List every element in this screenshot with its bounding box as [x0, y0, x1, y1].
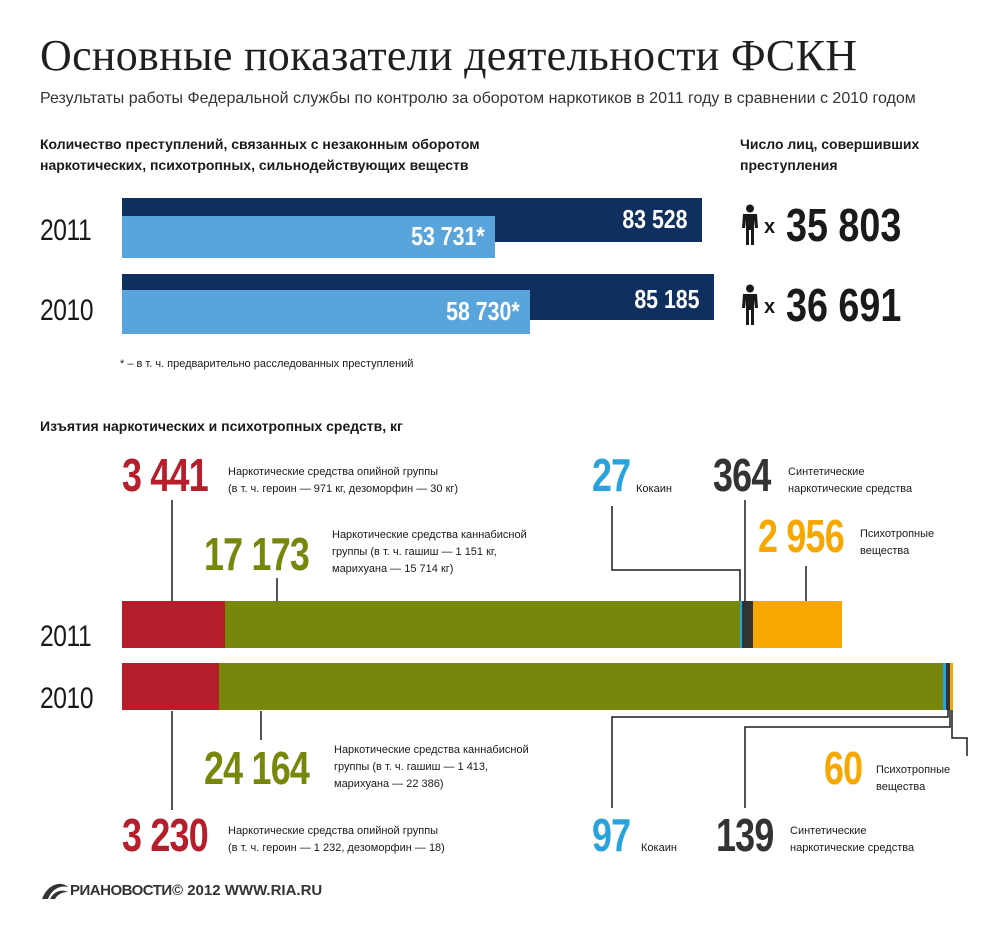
- crimes-year-2010: 2010: [40, 294, 94, 327]
- seizures-heading: Изъятия наркотических и психотропных сре…: [40, 418, 403, 434]
- psychotropic-value-2010: 60: [824, 742, 863, 794]
- crimes-investigated-bar-2010: 58 730*: [122, 290, 530, 334]
- synthetic-desc-2010-line1: Синтетические: [790, 825, 867, 837]
- footer-copyright: © 2012 WWW.RIA.RU: [172, 882, 323, 899]
- stack-segment-cannabis-2011: [225, 601, 740, 648]
- stack-segment-psychotropic-2011: [753, 601, 842, 648]
- synthetic-value-2010: 139: [716, 809, 774, 861]
- psychotropic-desc-2011: Психотропные вещества: [860, 526, 934, 560]
- opium-desc-2011-line2: (в т. ч. героин — 971 кг, дезоморфин — 3…: [228, 483, 459, 495]
- stack-segment-cannabis-2010: [218, 663, 944, 710]
- persons-heading-line1: Число лиц, совершивших: [740, 136, 920, 152]
- seizures-year-2011: 2011: [40, 620, 92, 653]
- persons-value-2011: 35 803: [786, 199, 902, 251]
- connector-psychotropic-2010: [951, 705, 968, 756]
- cocaine-label-2011: Кокаин: [636, 483, 672, 495]
- page-title: Основные показатели деятельности ФСКН: [40, 31, 858, 80]
- psychotropic-desc-2010: Психотропные вещества: [876, 762, 950, 796]
- crimes-investigated-label-2010: 58 730*: [446, 296, 520, 326]
- synthetic-desc-2011-line1: Синтетические: [788, 466, 865, 478]
- cannabis-desc-2010-line1: Наркотические средства каннабисной: [334, 744, 529, 756]
- synthetic-value-2011: 364: [713, 449, 771, 501]
- synthetic-desc-2010-line2: наркотические средства: [790, 842, 915, 854]
- crimes-year-2011: 2011: [40, 214, 92, 247]
- crimes-heading-line2: наркотических, психотропных, сильнодейст…: [40, 157, 469, 173]
- opium-desc-2011-line1: Наркотические средства опийной группы: [228, 466, 439, 478]
- connector-cocaine-2010: [611, 705, 949, 808]
- psychotropic-value-2011: 2 956: [758, 510, 845, 562]
- psychotropic-desc-2011-line1: Психотропные: [860, 528, 935, 540]
- stack-segment-opium-2011: [122, 601, 226, 648]
- cocaine-value-2011: 27: [592, 449, 631, 501]
- connector-cocaine-2011: [611, 506, 741, 601]
- crimes-footnote: * – в т. ч. предварительно расследованны…: [120, 358, 414, 370]
- synthetic-desc-2011: Синтетические наркотические средства: [788, 464, 912, 498]
- opium-value-2010: 3 230: [122, 809, 209, 861]
- crimes-heading: Количество преступлений, связанных с нез…: [40, 134, 480, 176]
- cannabis-desc-2011-line2: группы (в т. ч. гашиш — 1 151 кг,: [332, 546, 497, 558]
- crimes-investigated-label-2011: 53 731*: [411, 221, 485, 251]
- psychotropic-desc-2011-line2: вещества: [860, 545, 910, 557]
- crimes-total-label-2011: 83 528: [622, 204, 688, 234]
- cannabis-desc-2011-line3: марихуана — 15 714 кг): [332, 563, 454, 575]
- cannabis-desc-2010: Наркотические средства каннабисной групп…: [334, 742, 529, 793]
- psychotropic-desc-2010-line2: вещества: [876, 781, 926, 793]
- person-icon: [742, 284, 758, 325]
- opium-desc-2010-line2: (в т. ч. героин — 1 232, дезоморфин — 18…: [228, 842, 445, 854]
- opium-desc-2010: Наркотические средства опийной группы (в…: [228, 823, 445, 857]
- cannabis-desc-2010-line3: марихуана — 22 386): [334, 778, 444, 790]
- stack-segment-psychotropic-2010: [950, 663, 953, 710]
- ria-logo-text: РИАНОВОСТИ: [70, 882, 172, 899]
- crimes-investigated-bar-2011: 53 731*: [122, 216, 495, 258]
- crimes-heading-line1: Количество преступлений, связанных с нез…: [40, 136, 480, 152]
- connector-synthetic-2010: [744, 705, 951, 808]
- stack-segment-cocaine-2010: [943, 663, 946, 710]
- times-sign: x: [764, 296, 776, 318]
- synthetic-desc-2010: Синтетические наркотические средства: [790, 823, 914, 857]
- person-icon: [742, 204, 758, 245]
- times-sign: x: [764, 216, 776, 238]
- cocaine-label-2010: Кокаин: [641, 842, 677, 854]
- persons-heading-line2: преступления: [740, 157, 838, 173]
- persons-heading: Число лиц, совершивших преступления: [740, 134, 919, 176]
- cannabis-desc-2011: Наркотические средства каннабисной групп…: [332, 527, 527, 578]
- persons-value-2010: 36 691: [786, 279, 902, 331]
- stack-segment-synthetic-2011: [742, 601, 754, 648]
- stack-segment-opium-2010: [122, 663, 219, 710]
- cannabis-desc-2011-line1: Наркотические средства каннабисной: [332, 529, 527, 541]
- opium-desc-2010-line1: Наркотические средства опийной группы: [228, 825, 439, 837]
- cannabis-value-2011: 17 173: [204, 528, 310, 580]
- page-subtitle: Результаты работы Федеральной службы по …: [40, 90, 916, 107]
- opium-value-2011: 3 441: [122, 449, 209, 501]
- opium-desc-2011: Наркотические средства опийной группы (в…: [228, 464, 458, 498]
- crimes-total-label-2010: 85 185: [634, 284, 700, 314]
- cannabis-value-2010: 24 164: [204, 742, 310, 794]
- psychotropic-desc-2010-line1: Психотропные: [876, 764, 951, 776]
- stack-segment-synthetic-2010: [946, 663, 951, 710]
- synthetic-desc-2011-line2: наркотические средства: [788, 483, 913, 495]
- cocaine-value-2010: 97: [592, 809, 631, 861]
- seizures-year-2010: 2010: [40, 682, 94, 715]
- stack-segment-cocaine-2011: [739, 601, 743, 648]
- cannabis-desc-2010-line2: группы (в т. ч. гашиш — 1 413,: [334, 761, 489, 773]
- ria-logo-icon: [42, 883, 68, 899]
